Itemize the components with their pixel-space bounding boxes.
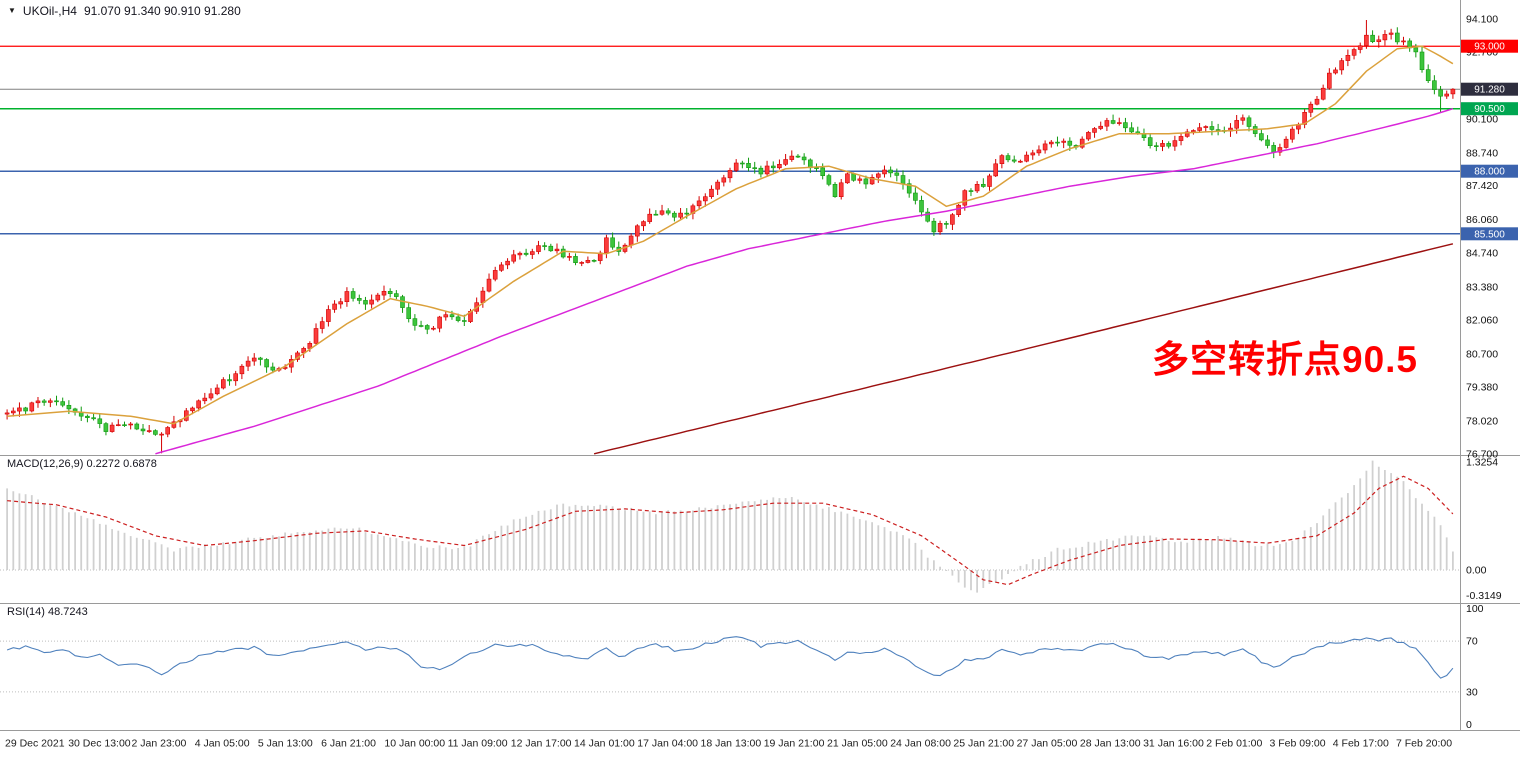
svg-text:21 Jan 05:00: 21 Jan 05:00 xyxy=(827,738,888,750)
svg-text:17 Jan 04:00: 17 Jan 04:00 xyxy=(637,738,698,750)
svg-text:24 Jan 08:00: 24 Jan 08:00 xyxy=(890,738,951,750)
svg-text:91.280: 91.280 xyxy=(1474,85,1505,96)
annotation-text: 多空转折点90.5 xyxy=(1152,339,1419,380)
svg-text:88.000: 88.000 xyxy=(1474,167,1505,178)
svg-text:27 Jan 05:00: 27 Jan 05:00 xyxy=(1017,738,1078,750)
svg-text:3 Feb 09:00: 3 Feb 09:00 xyxy=(1270,738,1326,750)
svg-text:14 Jan 01:00: 14 Jan 01:00 xyxy=(574,738,635,750)
svg-text:4 Jan 05:00: 4 Jan 05:00 xyxy=(195,738,250,750)
svg-text:82.060: 82.060 xyxy=(1466,314,1498,326)
chart-header: ▼ UKOil-,H4 91.070 91.340 90.910 91.280 xyxy=(8,4,241,18)
svg-text:6 Jan 21:00: 6 Jan 21:00 xyxy=(321,738,376,750)
svg-text:18 Jan 13:00: 18 Jan 13:00 xyxy=(701,738,762,750)
svg-text:79.380: 79.380 xyxy=(1466,381,1498,393)
svg-text:90.500: 90.500 xyxy=(1474,104,1505,115)
svg-text:30 Dec 13:00: 30 Dec 13:00 xyxy=(68,738,131,750)
svg-text:100: 100 xyxy=(1466,603,1484,615)
svg-text:85.500: 85.500 xyxy=(1474,229,1505,240)
svg-text:83.380: 83.380 xyxy=(1466,281,1498,293)
svg-text:2 Jan 23:00: 2 Jan 23:00 xyxy=(132,738,187,750)
svg-text:25 Jan 21:00: 25 Jan 21:00 xyxy=(953,738,1014,750)
svg-text:7 Feb 20:00: 7 Feb 20:00 xyxy=(1396,738,1452,750)
ohlc-values: 91.070 91.340 90.910 91.280 xyxy=(83,4,241,18)
svg-text:86.060: 86.060 xyxy=(1466,214,1498,226)
price-axis: 94.10092.76090.10088.74087.42086.06084.7… xyxy=(1461,13,1518,731)
time-axis: 29 Dec 2021 30 Dec 13:00 2 Jan 23:00 4 Jan … xyxy=(5,738,1452,750)
panel-dividers xyxy=(0,0,1520,731)
svg-text:84.740: 84.740 xyxy=(1466,247,1498,259)
svg-text:88.740: 88.740 xyxy=(1466,147,1498,159)
svg-text:28 Jan 13:00: 28 Jan 13:00 xyxy=(1080,738,1141,750)
svg-text:0.00: 0.00 xyxy=(1466,565,1487,577)
ma-line-ma-long xyxy=(593,243,1454,455)
svg-text:-0.3149: -0.3149 xyxy=(1466,590,1502,602)
rsi-line xyxy=(6,636,1454,679)
svg-text:19 Jan 21:00: 19 Jan 21:00 xyxy=(764,738,825,750)
svg-text:12 Jan 17:00: 12 Jan 17:00 xyxy=(511,738,572,750)
symbol-dropdown-icon[interactable]: ▼ xyxy=(8,6,16,15)
symbol-title: UKOil-,H4 xyxy=(22,4,77,18)
ma-line-ma-slow xyxy=(155,107,1454,455)
svg-text:4 Feb 17:00: 4 Feb 17:00 xyxy=(1333,738,1389,750)
svg-text:93.000: 93.000 xyxy=(1474,42,1505,53)
svg-text:94.100: 94.100 xyxy=(1466,13,1498,25)
svg-text:90.100: 90.100 xyxy=(1466,113,1498,125)
svg-text:11 Jan 09:00: 11 Jan 09:00 xyxy=(448,738,508,750)
svg-text:31 Jan 16:00: 31 Jan 16:00 xyxy=(1143,738,1204,750)
ma-line-ma-fast xyxy=(7,45,1454,425)
svg-text:1.3254: 1.3254 xyxy=(1466,457,1498,469)
svg-text:76.700: 76.700 xyxy=(1466,448,1498,460)
svg-text:10 Jan 00:00: 10 Jan 00:00 xyxy=(384,738,445,750)
macd-signal-line xyxy=(7,475,1454,586)
svg-text:2 Feb 01:00: 2 Feb 01:00 xyxy=(1206,738,1262,750)
svg-text:70: 70 xyxy=(1466,636,1478,648)
svg-text:30: 30 xyxy=(1466,686,1478,698)
svg-text:29 Dec 2021: 29 Dec 2021 xyxy=(5,738,65,750)
svg-text:5 Jan 13:00: 5 Jan 13:00 xyxy=(258,738,313,750)
svg-text:0: 0 xyxy=(1466,719,1472,731)
svg-text:87.420: 87.420 xyxy=(1466,180,1498,192)
candlestick-series xyxy=(4,20,1456,454)
svg-text:80.700: 80.700 xyxy=(1466,348,1498,360)
rsi-indicator-label: RSI(14) 48.7243 xyxy=(7,606,88,618)
price-level-lines xyxy=(0,45,1460,235)
svg-text:78.020: 78.020 xyxy=(1466,415,1498,427)
macd-indicator-label: MACD(12,26,9) 0.2272 0.6878 xyxy=(7,458,157,470)
macd-histogram xyxy=(6,460,1454,593)
indicator-level-lines xyxy=(0,569,1460,693)
